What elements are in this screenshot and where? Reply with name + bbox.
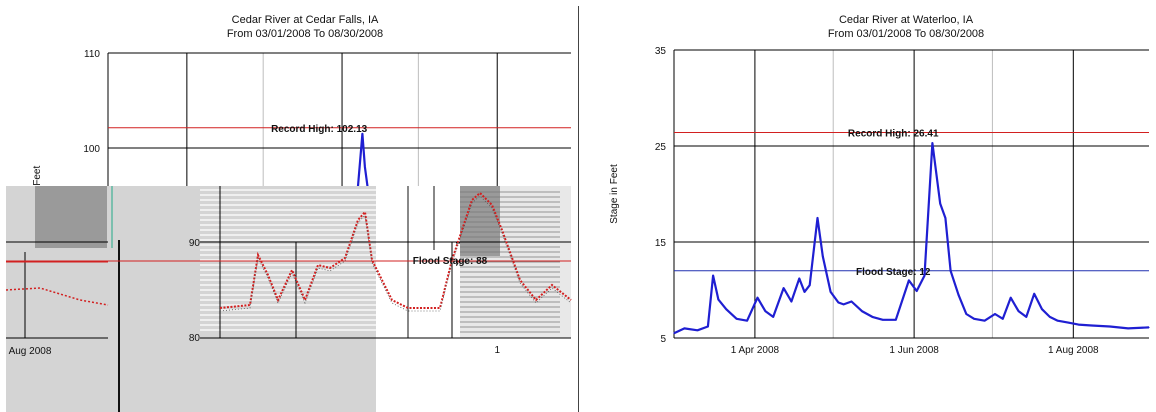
glitch-tick: Aug 2008 (9, 346, 52, 357)
data-point (683, 327, 686, 329)
data-point (843, 303, 845, 305)
flood-stage-label: Flood Stage: 12 (856, 267, 931, 278)
x-tick-label: 1 (494, 345, 500, 356)
data-point (973, 318, 975, 320)
series-line (673, 142, 1150, 335)
data-point (882, 319, 884, 321)
chart-subtitle: From 03/01/2008 To 08/30/2008 (227, 28, 383, 40)
data-point (361, 133, 363, 135)
y-tick-label: 25 (655, 142, 667, 153)
record-high-label: Record High: 26.41 (848, 128, 939, 139)
glitch-block-white (376, 186, 456, 338)
y-tick-label: 15 (655, 238, 667, 249)
flood-stage-label-overlay: Flood Stage: 88 (413, 256, 488, 267)
glitch-trace (219, 191, 572, 309)
data-point (798, 277, 800, 280)
data-point (895, 319, 897, 321)
data-point (1017, 310, 1020, 312)
data-point (1077, 323, 1080, 326)
record-high-label: Record High: 102.13 (271, 124, 368, 135)
data-point (957, 294, 960, 296)
data-point (931, 142, 933, 144)
data-point (725, 308, 727, 310)
data-point (673, 332, 675, 334)
chart-waterloo: Cedar River at Waterloo, IA From 03/01/20… (578, 0, 1156, 412)
data-point (1067, 322, 1069, 324)
x-tick-label: 1 Jun 2008 (889, 345, 939, 356)
data-point (816, 217, 819, 219)
y-tick-label: 110 (84, 49, 100, 60)
x-tick-label: 1 Apr 2008 (731, 345, 780, 356)
glitch-block-dark (460, 186, 500, 256)
chart-cedar-falls: Cedar River at Cedar Falls, IA From 03/01… (5, 14, 572, 412)
data-point (965, 313, 967, 315)
data-point (1148, 326, 1150, 329)
data-point (1010, 297, 1012, 299)
data-point (746, 320, 748, 322)
chart-title: Cedar River at Waterloo, IA (839, 14, 974, 26)
data-point (1025, 316, 1027, 318)
chart-divider (578, 6, 579, 412)
data-point (803, 291, 806, 293)
data-point (950, 270, 952, 272)
data-point (1041, 308, 1043, 310)
data-point (772, 316, 774, 318)
data-point (696, 329, 699, 331)
data-point (790, 300, 793, 303)
y-axis-label: Stage in Feet (609, 164, 620, 224)
data-point (717, 299, 719, 301)
data-point (822, 255, 824, 257)
data-point (736, 318, 738, 320)
data-point (1127, 327, 1129, 329)
data-point (1057, 320, 1059, 322)
data-point (1109, 325, 1111, 328)
data-point (1033, 293, 1035, 295)
y-tick-label: 5 (660, 334, 666, 345)
data-point (1049, 316, 1051, 318)
data-point (837, 301, 840, 304)
data-point (364, 166, 366, 168)
data-point (994, 313, 996, 315)
data-point (908, 279, 910, 281)
y-tick-label: 100 (83, 144, 100, 155)
glitch-trace (219, 195, 572, 312)
glitch-trace (5, 287, 109, 306)
y-tick-label: 35 (655, 46, 667, 57)
glitch-tick: 90 (189, 238, 201, 249)
data-point (712, 275, 714, 277)
chart-subtitle: From 03/01/2008 To 08/30/2008 (828, 28, 984, 40)
data-point (850, 300, 853, 303)
data-point (809, 284, 811, 286)
data-point (944, 217, 947, 219)
glitch-overlay: 90 80 Aug 2008 Flood Stage: 88 (5, 186, 572, 412)
data-point (939, 203, 941, 205)
data-point (983, 320, 986, 322)
data-point (764, 310, 766, 312)
chart-svg-0: Cedar River at Cedar Falls, IA From 03/01… (5, 14, 572, 412)
data-point (1002, 318, 1004, 320)
chart-svg-1: Cedar River at Waterloo, IA From 03/01/20… (609, 14, 1150, 356)
data-point (1090, 324, 1093, 327)
glitch-block-dark (35, 186, 107, 248)
data-point (916, 290, 918, 292)
data-point (829, 291, 832, 293)
data-point (783, 287, 785, 289)
data-point (923, 275, 926, 277)
data-point (871, 316, 873, 318)
data-point (707, 325, 709, 328)
data-point (861, 310, 863, 312)
data-point (756, 297, 759, 299)
x-tick-label: 1 Aug 2008 (1048, 345, 1099, 356)
chart-title: Cedar River at Cedar Falls, IA (232, 14, 379, 26)
glitch-tick: 80 (189, 333, 201, 344)
